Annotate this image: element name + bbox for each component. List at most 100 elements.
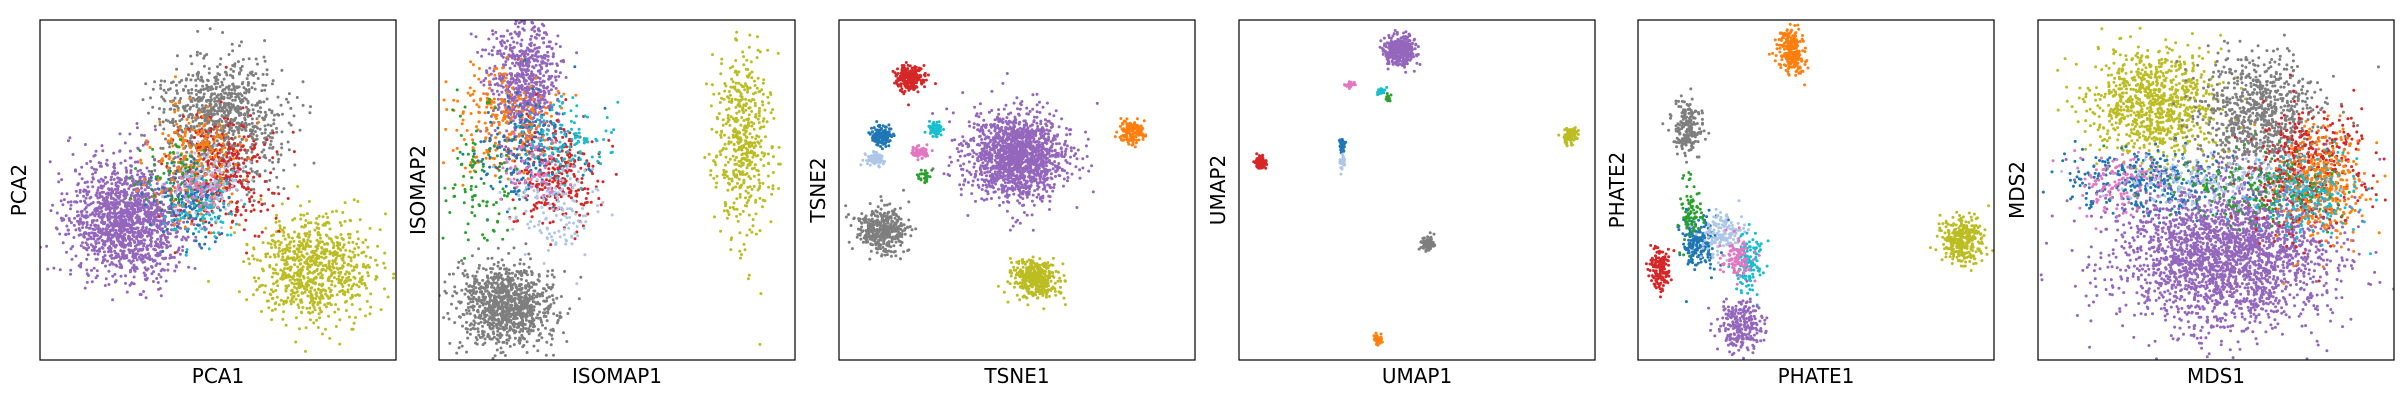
point [177, 167, 181, 171]
point [118, 243, 122, 247]
point [127, 187, 131, 191]
point [282, 168, 286, 172]
point [338, 254, 342, 258]
point [215, 132, 219, 136]
point [220, 232, 224, 235]
point [133, 266, 137, 270]
point [177, 134, 181, 138]
point [368, 312, 372, 316]
cluster-1 [439, 242, 583, 360]
point [470, 293, 474, 297]
point [131, 252, 135, 256]
point [320, 268, 324, 272]
point [172, 181, 176, 185]
point [209, 217, 213, 221]
point [229, 95, 233, 99]
point [161, 120, 165, 124]
point [231, 49, 235, 53]
point [151, 105, 155, 109]
point [178, 213, 182, 217]
point [222, 202, 225, 205]
point [236, 200, 239, 204]
point [288, 278, 292, 282]
point [354, 294, 358, 297]
point [112, 206, 115, 210]
point [296, 303, 300, 307]
point [210, 223, 213, 227]
point [274, 220, 278, 224]
point [193, 188, 196, 192]
point [118, 132, 122, 136]
point [230, 151, 234, 155]
point [240, 121, 244, 124]
point [514, 290, 518, 294]
point [128, 156, 132, 160]
point [303, 223, 307, 227]
point [267, 134, 270, 138]
point [281, 255, 285, 259]
point [83, 143, 87, 146]
point [150, 188, 154, 192]
point [165, 161, 169, 165]
point [472, 284, 476, 288]
point [321, 288, 325, 292]
point [458, 315, 462, 319]
point [256, 153, 260, 157]
point [254, 57, 258, 61]
point [119, 178, 123, 182]
point [253, 143, 257, 147]
point [491, 267, 495, 271]
point [466, 302, 470, 306]
point [95, 234, 99, 237]
point [121, 239, 125, 243]
point [147, 169, 151, 173]
point [182, 88, 185, 91]
point [203, 122, 207, 126]
point [536, 292, 540, 296]
point [102, 250, 106, 254]
point [202, 145, 205, 148]
point [191, 128, 195, 132]
point [85, 192, 89, 196]
point [364, 265, 368, 269]
point [324, 221, 328, 225]
point [282, 226, 286, 230]
point [312, 305, 316, 309]
point [84, 231, 87, 234]
point [194, 144, 198, 148]
point [325, 234, 329, 238]
point [191, 217, 195, 221]
point [261, 241, 265, 245]
point [250, 70, 254, 74]
point [278, 226, 282, 230]
point [202, 142, 206, 146]
point [154, 203, 158, 207]
point [74, 189, 78, 193]
point [87, 274, 90, 277]
point [205, 113, 209, 116]
point [119, 210, 123, 213]
point [218, 208, 222, 212]
point [176, 155, 180, 159]
point [329, 268, 333, 272]
point [281, 252, 285, 256]
point [194, 84, 198, 88]
point [247, 122, 251, 126]
point [84, 196, 88, 200]
point [153, 80, 157, 84]
point [308, 306, 312, 310]
point [271, 290, 275, 294]
point [103, 258, 107, 262]
point [274, 280, 278, 284]
point [277, 303, 281, 307]
point [277, 254, 280, 258]
point [297, 306, 301, 309]
point [187, 195, 191, 198]
point [461, 262, 465, 266]
point [144, 227, 148, 231]
point [214, 153, 218, 157]
point [78, 172, 82, 176]
point [195, 93, 198, 96]
point [195, 161, 199, 165]
point [225, 177, 229, 181]
